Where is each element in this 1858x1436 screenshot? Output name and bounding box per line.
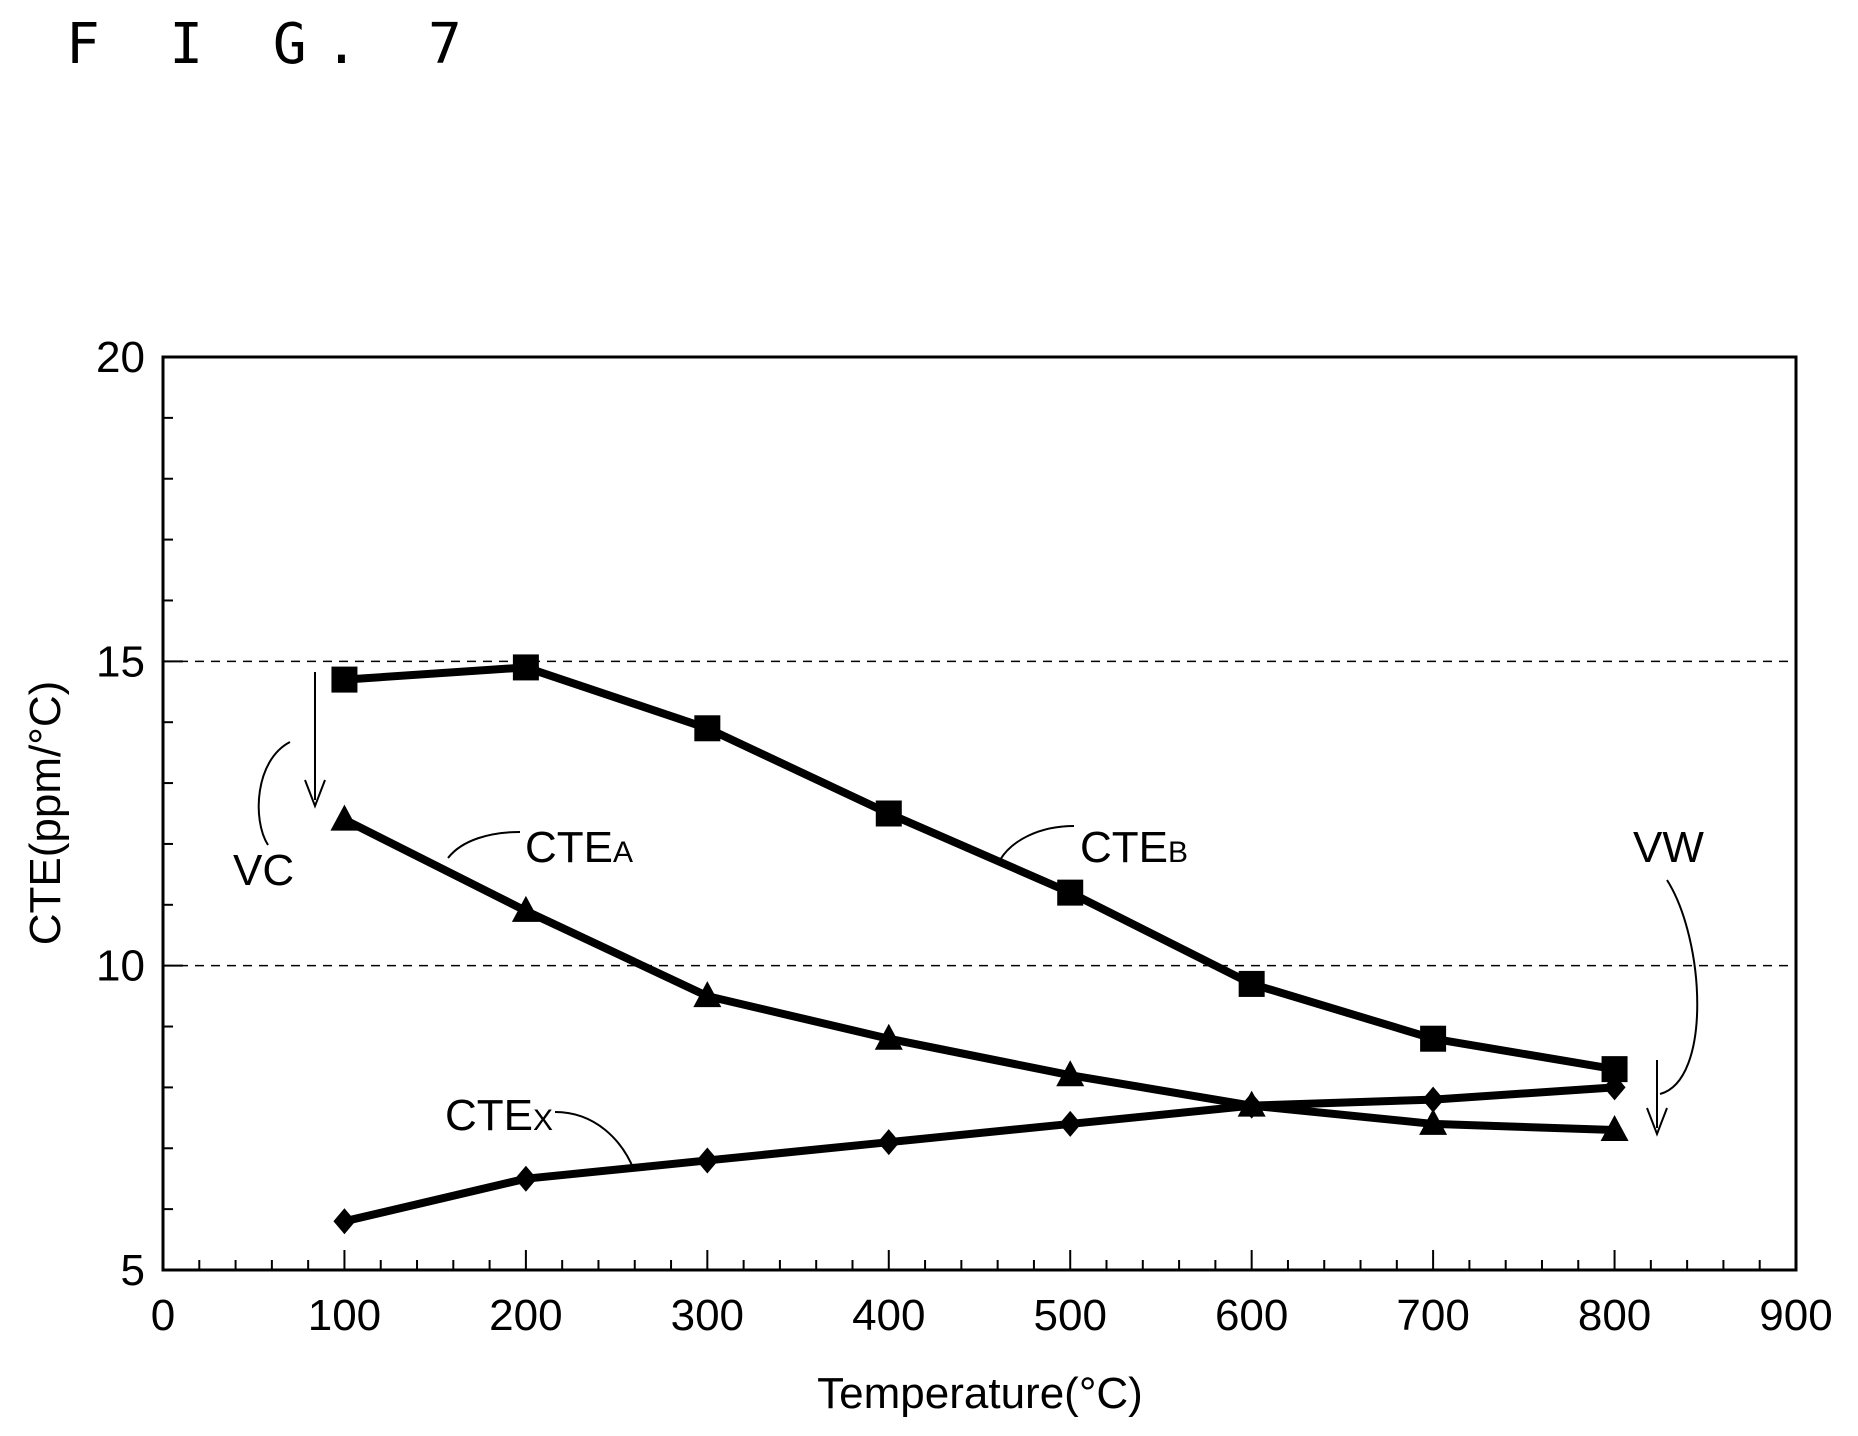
annotation-vw: VW [1633,823,1704,1137]
data-point-diamond [1059,1110,1082,1137]
annotation-vw-label: VW [1633,823,1704,872]
data-point-triangle [1056,1060,1085,1087]
series-name-cteb: CTE [1080,823,1168,872]
svg-text:CTEX: CTEX [445,1091,553,1140]
data-point-triangle [511,895,540,922]
x-tick-label: 0 [151,1291,175,1340]
data-point-diamond [514,1165,537,1192]
svg-text:CTEB: CTEB [1080,823,1188,872]
data-point-diamond [1422,1086,1445,1113]
x-tick-label: 100 [308,1291,381,1340]
series-name-subscript: X [533,1104,553,1137]
series-ctex [333,1074,1626,1235]
x-tick-label: 400 [852,1291,925,1340]
data-point-diamond [877,1129,900,1156]
series-label-ctex: CTEX [445,1091,635,1171]
data-point-triangle [874,1023,903,1050]
series-label-ctea: CTEA [447,823,633,872]
x-tick-label: 900 [1759,1291,1832,1340]
svg-text:CTEA: CTEA [525,823,633,872]
x-tick-label: 300 [671,1291,744,1340]
data-point-triangle [693,981,722,1008]
tick-labels: 0 100 200 300 400 500 600 700 800 900 5 10 15 20 [96,333,1833,1340]
data-point-diamond [1240,1092,1263,1119]
x-axis-title: Temperature(°C) [817,1369,1143,1418]
figure-label: F I G. 7 [66,12,480,77]
x-tick-label: 700 [1396,1291,1469,1340]
data-point-diamond [333,1208,356,1235]
y-tick-label: 15 [96,637,145,686]
series-ctea [330,804,1629,1142]
x-tick-label: 500 [1034,1291,1107,1340]
data-point-square [1057,879,1084,906]
series-line-ctex [343,1083,1615,1226]
series-cteb [331,654,1628,1083]
data-point-square [875,800,902,827]
series-label-cteb: CTEB [999,823,1188,872]
plot-frame [161,355,1798,1272]
reference-lines [163,660,1796,967]
axis-ticks [162,356,1797,1271]
series-line-cteb [344,663,1616,1074]
data-point-square [1420,1025,1447,1052]
annotation-vc-label: VC [233,846,294,895]
x-tick-label: 200 [489,1291,562,1340]
data-point-triangle [330,804,359,831]
data-point-diamond [1603,1074,1626,1101]
annotation-vc: VC [233,672,326,895]
y-tick-label: 5 [121,1246,145,1295]
series-line-ctea [342,816,1615,1135]
y-axis-title: CTE(ppm/°C) [21,681,70,946]
y-tick-label: 10 [96,942,145,991]
data-point-square [512,654,539,681]
data-point-diamond [696,1147,719,1174]
x-tick-label: 600 [1215,1291,1288,1340]
data-point-triangle [1419,1108,1448,1135]
series-name-subscript: B [1168,836,1188,869]
data-point-square [331,666,358,693]
y-tick-label: 20 [96,333,145,382]
x-tick-label: 800 [1578,1291,1651,1340]
data-point-square [1238,970,1265,997]
data-point-square [694,715,721,742]
data-point-triangle [1600,1115,1629,1142]
series-name-ctea: CTE [525,823,613,872]
series-name-subscript: A [613,836,633,869]
series-layer [330,654,1629,1235]
series-name-ctex: CTE [445,1091,533,1140]
